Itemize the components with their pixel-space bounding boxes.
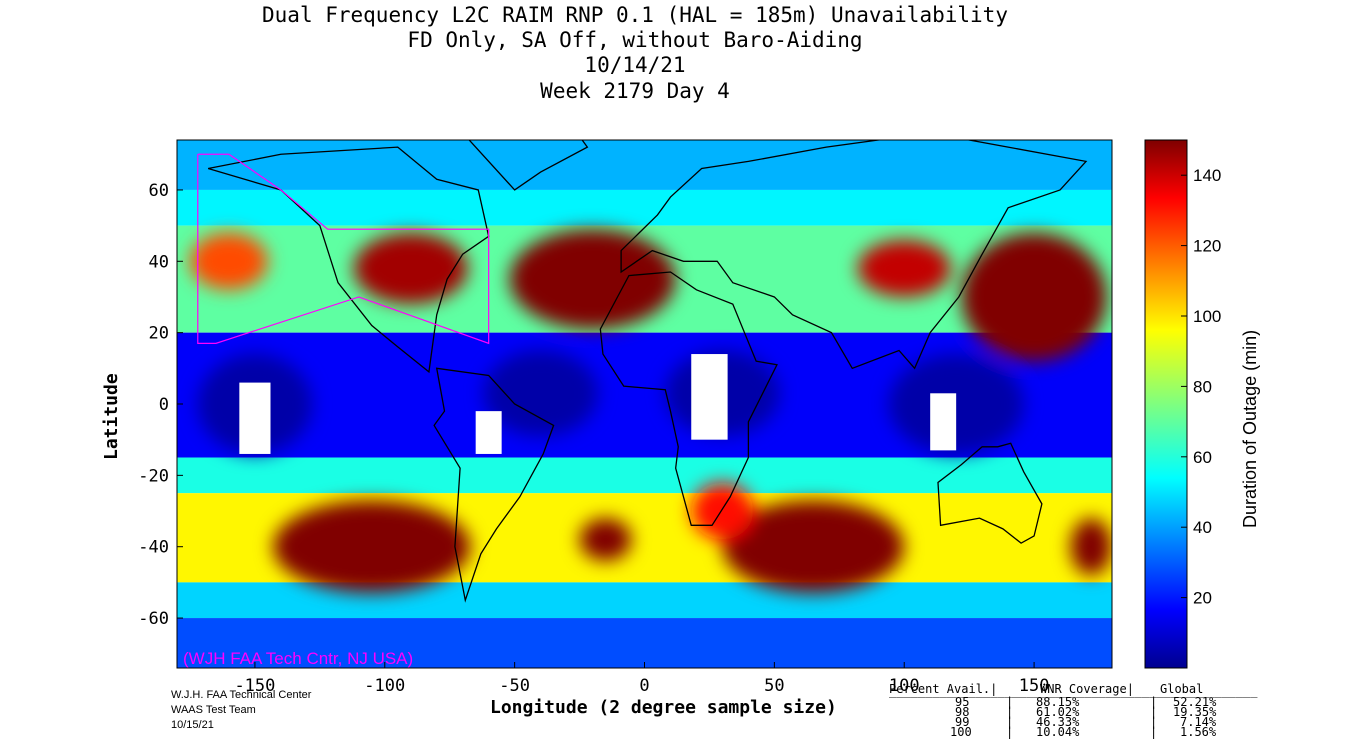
colorbar-tick-label: 40: [1193, 518, 1212, 537]
outage-blob: [857, 239, 951, 297]
stats-header-wnr: WNR Coverage|: [1040, 682, 1134, 696]
x-tick-label: -50: [499, 676, 530, 696]
y-tick-label: 20: [149, 324, 169, 344]
stats-row-wnr: 46.33%: [1036, 715, 1080, 729]
outage-blob: [353, 232, 468, 305]
coastline: [468, 140, 589, 191]
colorbar-tick-label: 100: [1193, 307, 1221, 326]
heat-band: [177, 582, 1112, 619]
stats-row-wnr: 88.15%: [1036, 695, 1080, 709]
stats-row-percent: 99: [955, 715, 970, 729]
stats-divider: |: [1150, 695, 1158, 709]
heat-band: [177, 618, 1112, 668]
y-tick-label: 0: [159, 395, 169, 415]
heat-band: [177, 189, 1112, 226]
stats-row-global: 7.14%: [1180, 715, 1217, 729]
stats-row-global: 19.35%: [1173, 705, 1217, 719]
outage-blob: [483, 350, 598, 437]
coastline: [620, 140, 1088, 370]
colorbar-tick-label: 60: [1193, 448, 1212, 467]
stats-row-percent: 100: [950, 725, 972, 739]
stats-divider: |: [1006, 725, 1014, 739]
y-tick-label: 40: [149, 252, 169, 272]
outage-blob: [691, 482, 754, 540]
chart-subtitle: FD Only, SA Off, without Baro-Aiding: [407, 28, 863, 52]
chart-title: Dual Frequency L2C RAIM RNP 0.1 (HAL = 1…: [262, 3, 1008, 27]
x-tick-label: -150: [234, 676, 275, 696]
stats-divider: |: [1006, 695, 1014, 709]
outage-blob: [189, 232, 268, 290]
y-tick-label: 60: [149, 181, 169, 201]
stats-row-wnr: 61.02%: [1036, 705, 1080, 719]
outage-blob: [579, 518, 632, 561]
stats-header-global: Global: [1160, 682, 1204, 696]
stats-divider: |: [1150, 705, 1158, 719]
wnr-region-outline: [197, 153, 490, 345]
colorbar-tick-label: 20: [1193, 589, 1212, 608]
stats-header-percent: Percent Avail.|: [889, 682, 998, 696]
y-tick-label: -40: [138, 538, 169, 558]
no-data-region: [239, 382, 271, 454]
coastline: [433, 367, 555, 603]
colorbar-tick-label: 80: [1193, 377, 1212, 396]
x-tick-label: -100: [364, 676, 405, 696]
coastline: [937, 442, 1043, 544]
chart-date: 10/14/21: [584, 53, 686, 77]
y-tick-label: -20: [138, 466, 169, 486]
y-axis: -60 -40 -20 0 20 40 60: [138, 181, 183, 629]
stats-row-wnr: 10.04%: [1036, 725, 1080, 739]
heat-band: [177, 457, 1112, 494]
stats-row-percent: 95: [955, 695, 970, 709]
heat-band: [177, 140, 1112, 190]
heatmap-field: [177, 140, 1112, 668]
stats-row-global: 1.56%: [1180, 725, 1217, 739]
stats-divider: |: [1150, 715, 1158, 729]
footer-date: 10/15/21: [171, 719, 214, 731]
outage-blob: [1070, 518, 1112, 576]
x-tick-label: 50: [764, 676, 784, 696]
no-data-region: [691, 354, 728, 440]
chart-week: Week 2179 Day 4: [540, 79, 730, 103]
outage-blob: [273, 500, 471, 594]
stats-header-rule: ________________________________________…: [889, 684, 1258, 698]
footer-org: W.J.H. FAA Technical Center: [171, 689, 312, 701]
colorbar-tick-label: 120: [1193, 237, 1221, 256]
outage-blob: [961, 232, 1107, 362]
coastline: [599, 271, 778, 526]
coastline-overlay: [197, 140, 1088, 603]
watermark: (WJH FAA Tech Cntr, NJ USA): [183, 649, 413, 668]
x-tick-label: 0: [639, 676, 649, 696]
x-tick-label: 150: [1019, 676, 1050, 696]
stats-row-percent: 98: [955, 705, 970, 719]
colorbar: [1144, 139, 1188, 669]
stats-divider: |: [1006, 715, 1014, 729]
outage-blob: [509, 229, 676, 330]
coastline: [207, 146, 490, 374]
footer-team: WAAS Test Team: [171, 704, 256, 716]
y-tick-label: -60: [138, 609, 169, 629]
colorbar-label: Duration of Outage (min): [1240, 330, 1260, 528]
x-axis-label: Longitude (2 degree sample size): [490, 697, 837, 718]
stats-divider: |: [1150, 725, 1158, 739]
no-data-region: [475, 411, 502, 454]
colorbar-axis: 20 40 60 80 100 120 140: [1181, 166, 1221, 608]
stats-divider: |: [1006, 705, 1014, 719]
no-data-region: [930, 393, 957, 451]
colorbar-tick-label: 140: [1193, 166, 1221, 185]
stats-row-global: 52.21%: [1173, 695, 1217, 709]
y-axis-label: Latitude: [101, 373, 122, 460]
x-axis: -150 -100 -50 0 50 100 150: [234, 662, 1049, 696]
x-tick-label: 100: [889, 676, 920, 696]
outage-blob: [722, 500, 905, 594]
